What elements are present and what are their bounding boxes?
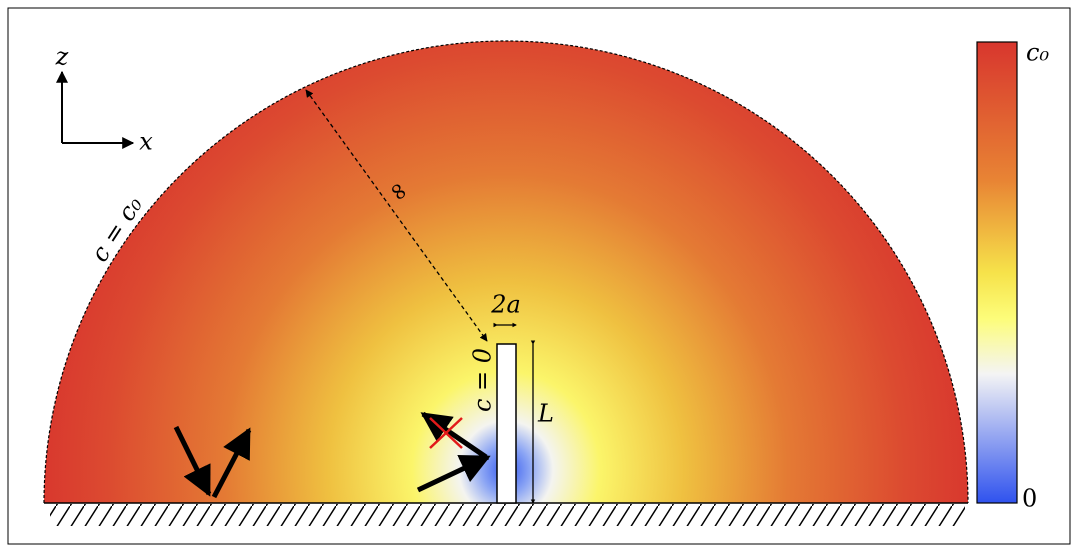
colorbar xyxy=(977,42,1017,503)
length-label: L xyxy=(537,400,554,428)
z-label: z xyxy=(55,43,69,71)
width-label: 2a xyxy=(490,291,521,319)
colorbar-min: 0 xyxy=(1022,485,1037,513)
wall-label: c = 0 xyxy=(469,348,497,412)
figure: z x ∞ c = c₀ 2a c = 0 L c₀ 0 xyxy=(0,0,1078,552)
pillar xyxy=(497,344,516,503)
colorbar-max: c₀ xyxy=(1026,39,1049,67)
ground-hatch xyxy=(50,504,965,526)
x-label: x xyxy=(139,128,153,156)
